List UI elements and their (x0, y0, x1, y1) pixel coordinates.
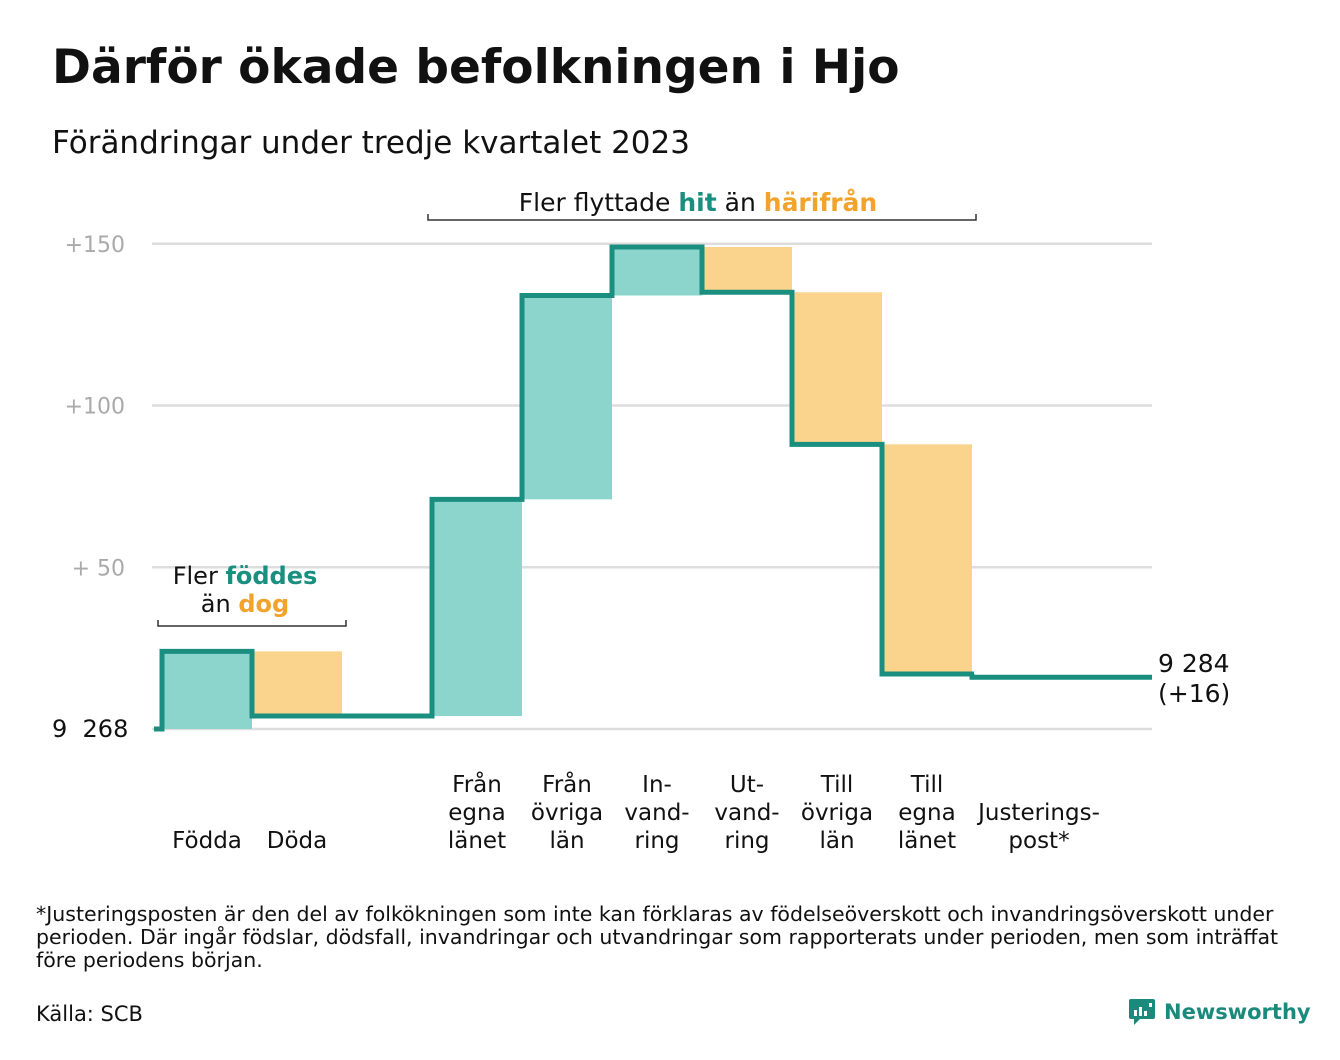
births-annotation-line1: Fler föddes (173, 562, 318, 590)
chart-title: Därför ökade befolkningen i Hjo (52, 40, 900, 95)
adjustment-line (969, 674, 1152, 680)
end-change-label: (+16) (1158, 679, 1230, 708)
category-label: egna (898, 800, 955, 826)
category-label: post* (1008, 828, 1069, 854)
category-label: länet (448, 828, 506, 854)
category-label: vand- (624, 800, 689, 826)
baseline-value-label: 9 268 (52, 715, 128, 743)
category-label: Döda (267, 828, 327, 854)
category-label: egna (448, 800, 505, 826)
category-label: ring (724, 828, 769, 854)
category-label: Till (820, 772, 854, 798)
y-tick-label: +150 (65, 233, 125, 258)
category-label: Från (542, 770, 592, 798)
waterfall-bar (702, 246, 792, 293)
category-label: Ut- (730, 772, 764, 798)
footnote: *Justeringsposten är den del av folkökni… (36, 902, 1279, 972)
category-label: Justerings- (976, 800, 1100, 826)
waterfall-bar (522, 295, 612, 500)
category-label: övriga (801, 800, 873, 826)
source-label: Källa: SCB (36, 1002, 143, 1026)
chart-bubble-icon (1129, 999, 1155, 1025)
y-tick-label: +100 (65, 395, 125, 420)
category-label: Från (452, 770, 502, 798)
waterfall-bar (252, 651, 342, 717)
category-label: län (549, 828, 584, 854)
newsworthy-logo: Newsworthy (1128, 997, 1311, 1027)
births-annotation-line2: än dog (201, 590, 289, 618)
category-label: In- (642, 772, 672, 798)
migration-bracket (427, 214, 977, 221)
category-label: län (819, 828, 854, 854)
category-label: övriga (531, 800, 603, 826)
migration-annotation: Fler flyttade hit än härifrån (519, 188, 877, 217)
category-label: vand- (714, 800, 779, 826)
y-tick-label: + 50 (72, 556, 125, 581)
births-bracket (157, 620, 347, 627)
category-label: ring (634, 828, 679, 854)
category-label: Till (910, 772, 944, 798)
category-label: Födda (172, 828, 242, 854)
category-label: länet (898, 828, 956, 854)
chart-subtitle: Förändringar under tredje kvartalet 2023 (52, 125, 690, 161)
end-value-label: 9 284 (1158, 649, 1230, 678)
waterfall-bar (792, 292, 882, 445)
brand-name: Newsworthy (1164, 1000, 1311, 1024)
waterfall-bar (162, 651, 252, 729)
waterfall-bar (612, 246, 702, 296)
waterfall-bar (882, 444, 972, 675)
running-total-line (154, 244, 974, 732)
waterfall-chart: +150 +100 + 50 9 268 9 284(+16) Födda Döda Från… (52, 188, 1230, 854)
waterfall-bar (432, 499, 522, 717)
